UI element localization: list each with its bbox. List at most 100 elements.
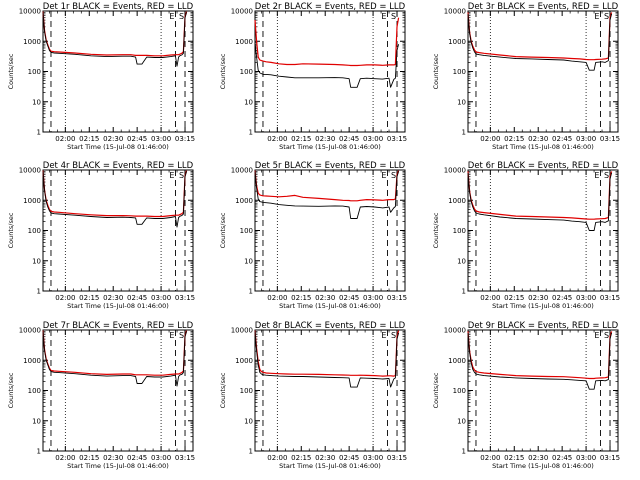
x-tick-label: 03:15 [175,454,195,462]
chart-title: Det 6r BLACK = Events, RED = LLD [468,161,619,171]
series-line-lld [254,17,400,67]
y-tick-label: 10000 [19,327,41,335]
x-tick-label: 02:45 [127,294,147,302]
marker-s: S [391,12,396,21]
series-line-events [254,171,400,219]
series-line-lld [254,170,400,202]
y-tick-label: 10000 [444,8,466,16]
x-axis-label: Start Time (15-Jul-08 01:46:00) [492,462,594,470]
y-tick-label: 10 [244,257,253,265]
x-tick-label: 03:15 [175,294,195,302]
x-tick-label: 03:00 [576,454,596,462]
x-axis-label: Start Time (15-Jul-08 01:46:00) [279,302,381,310]
y-axis-label: Counts/sec [219,372,227,408]
x-tick-label: 02:15 [504,135,524,143]
y-tick-label: 1000 [235,38,253,46]
x-tick-label: 02:45 [552,135,572,143]
x-tick-label: 02:45 [552,294,572,302]
marker-s: S [179,12,184,21]
x-tick-label: 03:15 [600,454,620,462]
series-line-lld [42,11,188,57]
x-tick-label: 02:15 [504,294,524,302]
y-tick-label: 1 [462,288,466,296]
y-tick-label: 10000 [231,8,253,16]
x-tick-label: 02:15 [291,294,311,302]
x-tick-label: 03:15 [600,135,620,143]
y-tick-label: 1000 [235,357,253,365]
x-tick-label: 03:15 [387,135,407,143]
y-tick-label: 1 [249,129,253,137]
marker-s: S [179,331,184,340]
chart-panel-4: Det 4r BLACK = Events, RED = LLD 1 10 100 10… [7,161,195,310]
y-axis-label: Counts/sec [7,212,15,248]
series-line-events [42,171,188,228]
y-tick-label: 100 [240,387,253,395]
x-tick-label: 02:30 [528,135,548,143]
x-tick-label: 02:30 [315,135,335,143]
y-tick-label: 10 [457,257,466,265]
x-tick-label: 02:30 [103,135,123,143]
x-axis-label: Start Time (15-Jul-08 01:46:00) [67,302,169,310]
chart-title: Det 3r BLACK = Events, RED = LLD [468,2,619,12]
x-tick-label: 02:00 [480,454,500,462]
y-tick-label: 1 [37,448,41,456]
chart-title: Det 8r BLACK = Events, RED = LLD [255,321,406,331]
series-line-events [254,331,400,388]
x-tick-label: 02:45 [339,135,359,143]
marker-e: E [381,331,386,340]
x-tick-label: 02:15 [79,135,99,143]
x-tick-label: 03:00 [576,135,596,143]
x-tick-label: 02:00 [480,135,500,143]
chart-title: Det 9r BLACK = Events, RED = LLD [468,321,619,331]
y-axis-label: Counts/sec [219,53,227,89]
x-tick-label: 03:00 [363,454,383,462]
y-tick-label: 100 [453,68,466,76]
y-tick-label: 100 [28,387,41,395]
y-tick-label: 1000 [235,197,253,205]
marker-e: E [169,331,174,340]
y-axis-label: Counts/sec [432,372,440,408]
y-tick-label: 100 [240,68,253,76]
x-tick-label: 03:00 [151,454,171,462]
y-tick-label: 1000 [23,38,41,46]
chart-title: Det 7r BLACK = Events, RED = LLD [43,321,194,331]
x-tick-label: 02:45 [339,454,359,462]
x-tick-label: 03:00 [151,135,171,143]
y-tick-label: 100 [453,387,466,395]
x-tick-label: 02:00 [55,135,75,143]
y-tick-label: 10 [457,98,466,106]
marker-e: E [381,12,386,21]
marker-e: E [594,171,599,180]
x-tick-label: 02:15 [79,454,99,462]
y-axis-label: Counts/sec [7,372,15,408]
marker-e: E [169,12,174,21]
chart-title: Det 2r BLACK = Events, RED = LLD [255,2,406,12]
x-tick-label: 02:15 [79,294,99,302]
y-tick-label: 10000 [444,167,466,175]
y-tick-label: 10000 [19,8,41,16]
x-tick-label: 02:00 [267,294,287,302]
y-tick-label: 1 [462,129,466,137]
series-line-events [467,172,613,231]
y-tick-label: 100 [240,227,253,235]
x-tick-label: 02:30 [103,454,123,462]
y-tick-label: 1000 [448,197,466,205]
marker-s: S [179,171,184,180]
y-tick-label: 10000 [231,167,253,175]
y-tick-label: 10 [244,417,253,425]
marker-s: S [604,12,609,21]
x-axis-label: Start Time (15-Jul-08 01:46:00) [67,143,169,151]
y-tick-label: 10 [32,98,41,106]
marker-s: S [391,171,396,180]
x-axis-label: Start Time (15-Jul-08 01:46:00) [279,462,381,470]
x-tick-label: 03:15 [387,294,407,302]
x-tick-label: 02:30 [528,454,548,462]
x-tick-label: 03:15 [387,454,407,462]
series-line-lld [467,331,613,380]
series-line-lld [42,330,188,376]
x-tick-label: 02:30 [528,294,548,302]
chart-panel-2: Det 2r BLACK = Events, RED = LLD 1 10 100 10… [219,2,407,151]
x-tick-label: 02:15 [504,454,524,462]
y-axis-label: Counts/sec [432,53,440,89]
y-tick-label: 10 [32,257,41,265]
